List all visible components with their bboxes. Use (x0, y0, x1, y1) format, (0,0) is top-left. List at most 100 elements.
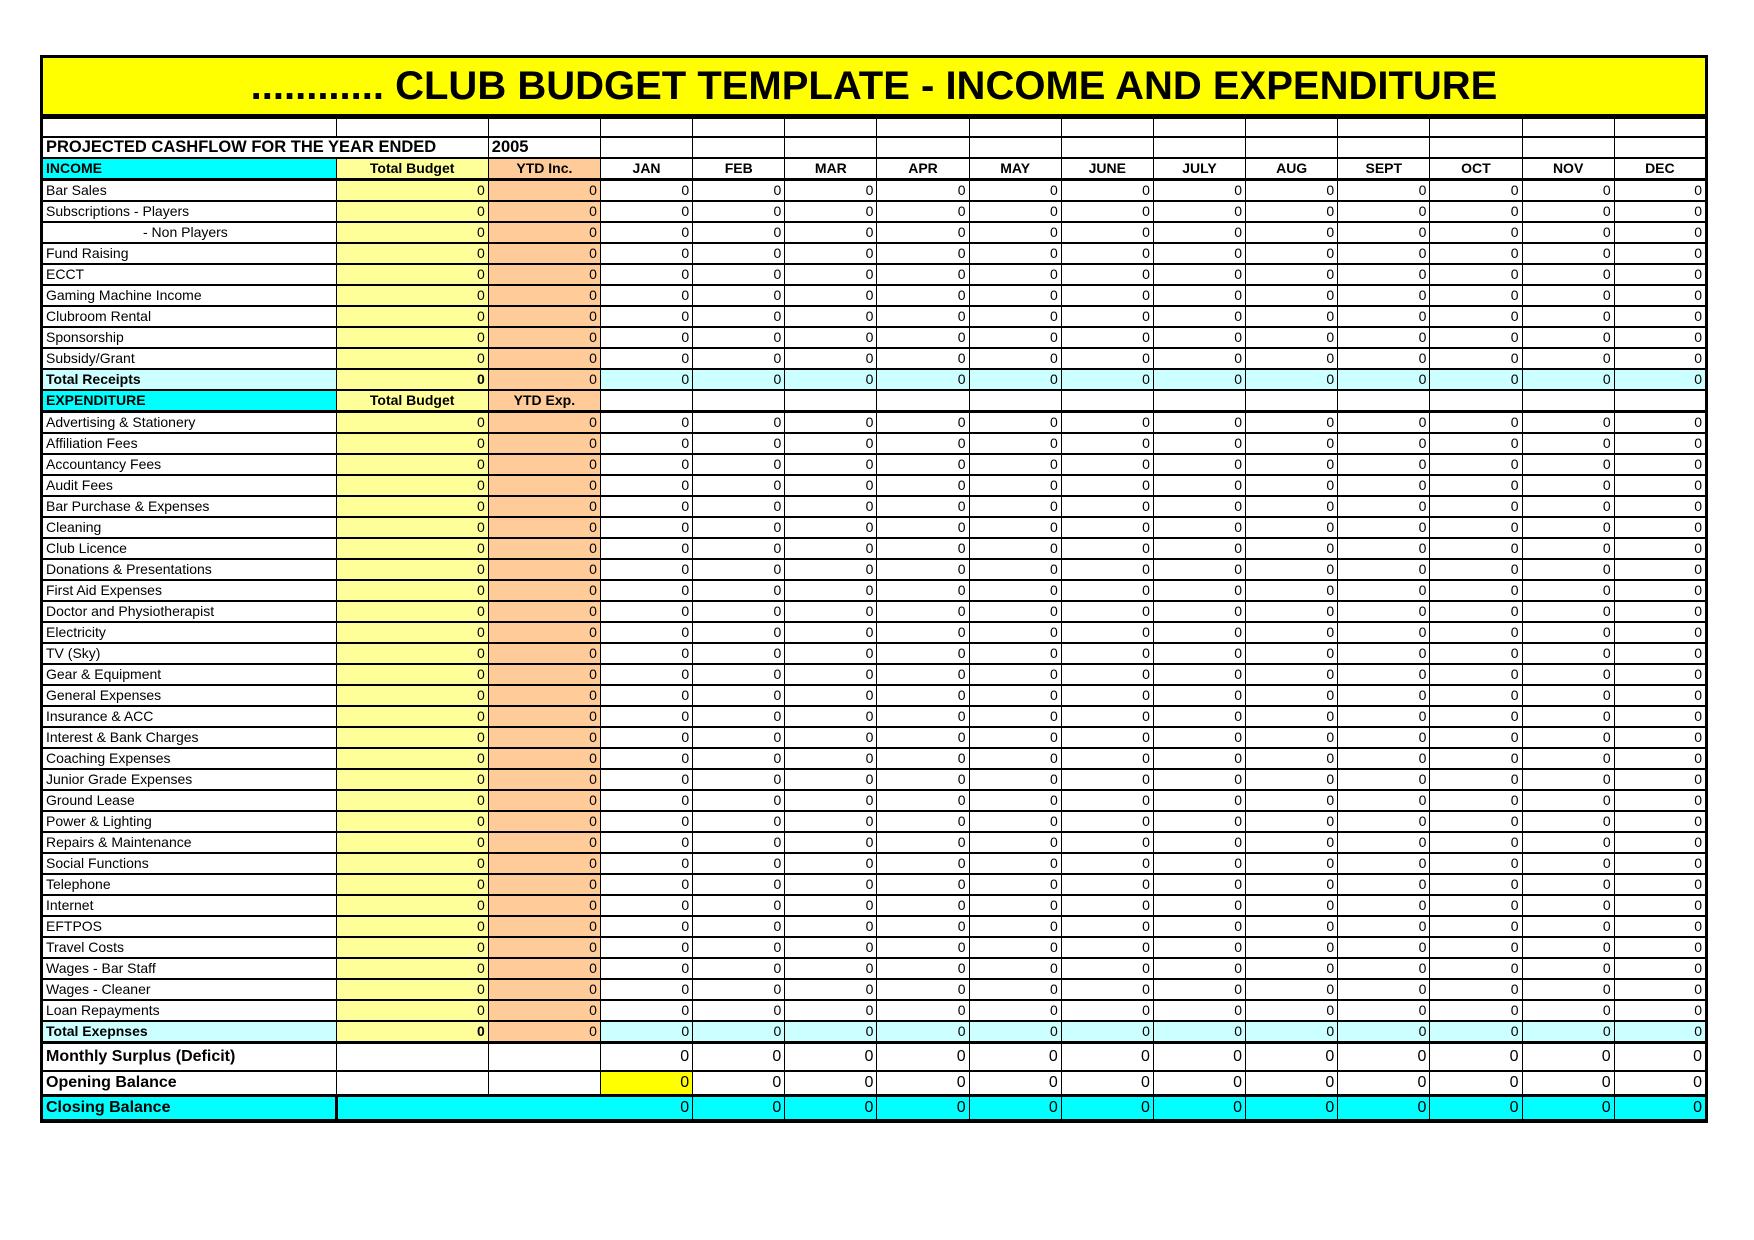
month-cell: 0 (1337, 347, 1431, 370)
month-cell: 0 (1060, 999, 1154, 1022)
month-cell: 0 (784, 642, 878, 665)
month-cell: 0 (876, 957, 970, 980)
month-cell: 0 (1521, 558, 1615, 581)
row-label: Power & Lighting (41, 810, 337, 833)
expenditure-row: Interest & Bank Charges 0 0 0 0 0 0 0 0 0 0 0 0 0 0 (41, 726, 1708, 749)
month-cell: 0 (692, 178, 786, 202)
row-label: Closing Balance (41, 1094, 338, 1122)
month-cell: 0 (784, 495, 878, 518)
month-cell: 0 (692, 852, 786, 875)
empty-cell (968, 389, 1062, 413)
month-cell: 0 (1337, 453, 1431, 476)
month-cell: 0 (1152, 221, 1247, 244)
income-section-header: INCOME (41, 157, 337, 181)
month-cell: 0 (784, 537, 878, 560)
month-cell: 0 (1613, 1094, 1708, 1122)
month-cell: 0 (1060, 263, 1154, 286)
month-cell: 0 (1245, 663, 1339, 686)
empty-cell (1245, 117, 1339, 138)
month-cell: 0 (1337, 852, 1431, 875)
month-cell: 0 (1060, 873, 1154, 896)
expenditure-row: Travel Costs 0 0 0 0 0 0 0 0 0 0 0 0 0 0 (41, 936, 1708, 959)
month-cell: 0 (1521, 432, 1615, 455)
month-cell: 0 (968, 873, 1062, 896)
monthly-surplus-row: Monthly Surplus (Deficit) 0 0 0 0 0 0 0 0 0 0 0 0 (41, 1041, 1708, 1072)
month-cell: 0 (1245, 1041, 1339, 1072)
month-cell: 0 (692, 726, 786, 749)
month-cell: 0 (1337, 200, 1431, 223)
month-cell: 0 (1060, 894, 1154, 917)
month-cell: 0 (1152, 516, 1247, 539)
month-cell: 0 (1337, 221, 1431, 244)
row-label: Bar Sales (41, 178, 337, 202)
empty-cell (784, 117, 878, 138)
month-cell: 0 (692, 999, 786, 1022)
row-label: Repairs & Maintenance (41, 831, 337, 854)
month-cell: 0 (968, 1069, 1062, 1097)
month-cell: 0 (1613, 642, 1708, 665)
total-budget-cell: 0 (335, 579, 489, 602)
total-budget-cell: 0 (335, 263, 489, 286)
total-budget-cell: 0 (335, 305, 489, 328)
month-cell: 0 (1521, 305, 1615, 328)
month-cell: 0 (1613, 326, 1708, 349)
month-cell: 0 (968, 600, 1062, 623)
total-budget-cell: 0 (335, 410, 489, 434)
month-cell: 0 (1060, 284, 1154, 307)
expenditure-row: Junior Grade Expenses 0 0 0 0 0 0 0 0 0 0 0 0 0 0 (41, 768, 1708, 791)
month-cell: 0 (1152, 432, 1247, 455)
month-cell: 0 (1521, 642, 1615, 665)
month-cell: 0 (1337, 1020, 1431, 1044)
month-cell: 0 (1429, 263, 1523, 286)
month-cell: 0 (1245, 894, 1339, 917)
month-cell: 0 (1245, 495, 1339, 518)
month-cell: 0 (599, 516, 694, 539)
month-cell: 0 (1152, 453, 1247, 476)
total-budget-cell: 0 (335, 495, 489, 518)
month-cell: 0 (1152, 1020, 1247, 1044)
month-cell: 0 (784, 663, 878, 686)
total-budget-cell: 0 (335, 600, 489, 623)
month-cell: 0 (599, 305, 694, 328)
ytd-cell: 0 (487, 200, 601, 223)
ytd-expenditure-header: YTD Exp. (487, 389, 601, 413)
empty-cell (1521, 389, 1615, 413)
empty-cell (1429, 389, 1523, 413)
month-cell: 0 (1613, 600, 1708, 623)
expenditure-row: Club Licence 0 0 0 0 0 0 0 0 0 0 0 0 0 0 (41, 537, 1708, 560)
total-budget-cell: 0 (335, 432, 489, 455)
row-label: Club Licence (41, 537, 337, 560)
month-cell: 0 (968, 621, 1062, 644)
month-cell: 0 (968, 453, 1062, 476)
month-cell: 0 (1337, 558, 1431, 581)
month-cell: 0 (784, 873, 878, 896)
month-header: MAR (784, 157, 878, 181)
month-cell: 0 (968, 747, 1062, 770)
month-cell: 0 (876, 621, 970, 644)
month-cell: 0 (1521, 326, 1615, 349)
month-cell: 0 (1613, 284, 1708, 307)
month-cell: 0 (1060, 852, 1154, 875)
total-budget-cell: 0 (335, 747, 489, 770)
month-cell: 0 (1429, 305, 1523, 328)
month-cell: 0 (1337, 768, 1431, 791)
empty-cell (1152, 117, 1247, 138)
month-cell: 0 (1521, 684, 1615, 707)
opening-balance-jan-cell: 0 (599, 1069, 694, 1097)
ytd-cell: 0 (487, 621, 601, 644)
month-cell: 0 (1613, 873, 1708, 896)
month-cell: 0 (968, 242, 1062, 265)
month-cell: 0 (784, 978, 878, 1001)
row-label: Sponsorship (41, 326, 337, 349)
month-cell: 0 (1521, 516, 1615, 539)
month-cell: 0 (968, 432, 1062, 455)
income-header-row: INCOME Total Budget YTD Inc. JAN FEB MAR… (41, 157, 1708, 181)
empty-cell (1245, 136, 1339, 159)
month-cell: 0 (599, 537, 694, 560)
month-cell: 0 (1060, 978, 1154, 1001)
month-cell: 0 (1613, 263, 1708, 286)
month-cell: 0 (692, 432, 786, 455)
ytd-cell: 0 (487, 789, 601, 812)
month-cell: 0 (1429, 1041, 1523, 1072)
ytd-cell: 0 (487, 894, 601, 917)
